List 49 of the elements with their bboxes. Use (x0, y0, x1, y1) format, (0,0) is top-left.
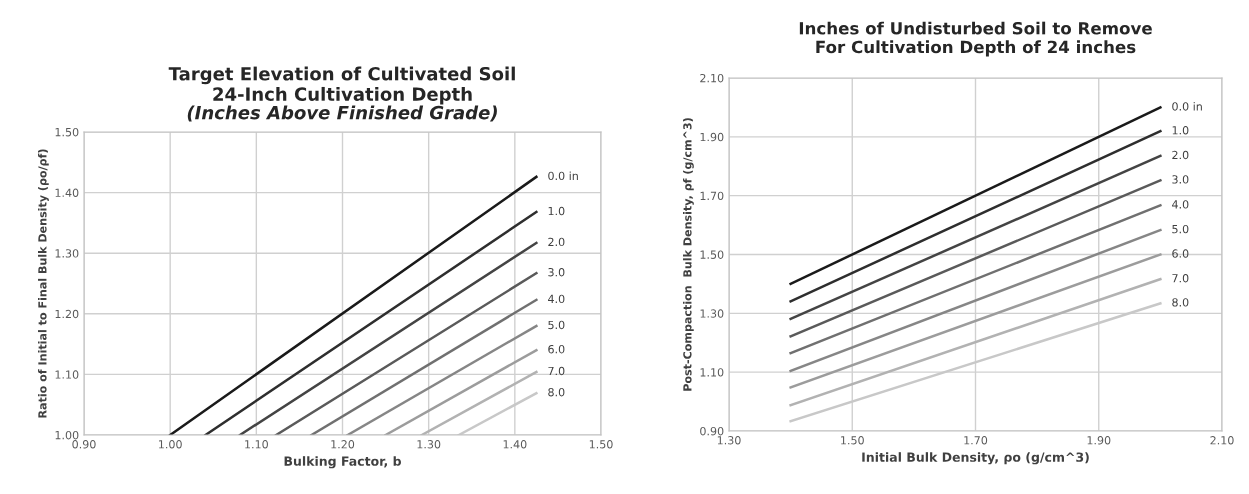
series-label: 1.0 (1172, 126, 1189, 135)
y-tick-label: 1.10 (55, 370, 79, 379)
y-tick-label: 1.30 (700, 309, 724, 318)
series-label: 0.0 in (548, 171, 578, 181)
series-label: 0.0 in (1172, 102, 1202, 111)
x-tick-label: 1.40 (503, 440, 527, 449)
x-tick-label: 1.20 (331, 440, 355, 449)
chart-subtitle: (Inches Above Finished Grade) (187, 105, 497, 122)
y-tick-label: 1.70 (700, 191, 724, 201)
y-tick-label: 1.50 (700, 250, 724, 259)
y-tick-label: 0.90 (700, 426, 724, 436)
y-tick-label: 1.50 (55, 127, 79, 137)
y-tick-label: 1.40 (55, 188, 79, 197)
series-label: 7.0 (1172, 274, 1189, 283)
series-label: 3.0 (1172, 175, 1189, 184)
series-label: 2.0 (548, 237, 565, 247)
x-tick-label: 1.90 (1087, 436, 1111, 445)
chart-title: Inches of Undisturbed Soil to Remove For Cultivation Depth of 24 inches (799, 21, 1152, 57)
series-label: 5.0 (1172, 224, 1189, 234)
y-tick-label: 2.10 (700, 73, 724, 83)
series-label: 1.0 (548, 206, 565, 216)
y-tick-label: 1.30 (55, 249, 79, 258)
x-tick-label: 1.70 (964, 436, 988, 445)
y-axis-title: Ratio of Initial to Final Bulk Density (ρo/ρf) (38, 149, 49, 418)
x-tick-label: 1.00 (159, 440, 182, 449)
x-tick-label: 0.90 (72, 440, 96, 449)
chart-title: Target Elevation of Cultivated Soil 24-Inch Cultivation Depth (168, 66, 515, 105)
series-label: 4.0 (548, 294, 565, 304)
series-label: 6.0 (548, 344, 565, 354)
y-axis-title: Post-Compaction Bulk Density, ρf (g/cm^3) (683, 118, 694, 391)
x-axis-title: Bulking Factor, b (284, 456, 401, 469)
x-tick-label: 1.50 (589, 440, 613, 449)
series-label: 8.0 (1172, 298, 1189, 307)
x-axis-title: Initial Bulk Density, ρo (g/cm^3) (862, 452, 1089, 465)
series-label: 4.0 (1172, 200, 1189, 209)
x-tick-label: 1.30 (717, 436, 741, 445)
x-tick-label: 1.30 (417, 440, 441, 449)
y-tick-label: 1.10 (700, 368, 724, 377)
series-label: 8.0 (548, 388, 565, 397)
y-tick-label: 1.20 (55, 309, 79, 319)
series-label: 7.0 (548, 366, 565, 376)
series-label: 2.0 (1172, 150, 1189, 160)
x-tick-label: 1.50 (841, 436, 864, 445)
series-label: 5.0 (548, 320, 565, 330)
x-tick-label: 1.10 (245, 440, 268, 449)
y-tick-label: 1.90 (700, 132, 724, 142)
x-tick-label: 2.10 (1210, 436, 1234, 445)
series-label: 6.0 (1172, 249, 1189, 258)
series-label: 3.0 (548, 268, 565, 277)
